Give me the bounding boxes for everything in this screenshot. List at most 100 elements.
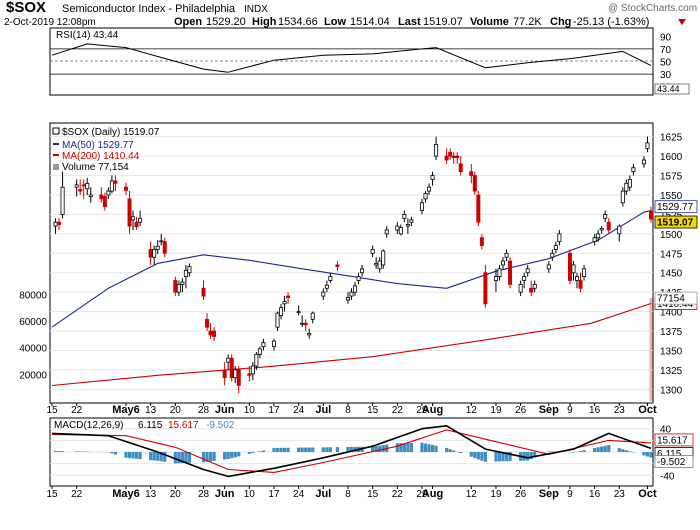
rsi-tick-label: 70 (660, 45, 672, 56)
candle-body (53, 221, 58, 227)
candle-body (448, 151, 453, 157)
candle-body (469, 171, 474, 176)
macd-histogram-bar (628, 451, 632, 452)
candle-body (518, 283, 523, 293)
rsi-tick-label: 90 (660, 32, 672, 43)
x-axis-macd-label: Jun (215, 488, 235, 500)
price-panel: 1625160015751550152515001475145014251400… (19, 122, 698, 404)
candle-body (349, 291, 354, 297)
candle-body (617, 225, 622, 235)
candle-body (99, 194, 104, 200)
price-tick-label: 1300 (660, 385, 683, 396)
macd-histogram-bar (645, 452, 650, 457)
macd-histogram-bar (201, 452, 206, 463)
candle-body (571, 264, 576, 274)
macd-histogram-bar (127, 452, 132, 459)
candle-body (247, 373, 252, 376)
volume-tick-label: 60000 (19, 317, 47, 328)
candle-body (381, 250, 386, 266)
macd-legend: MACD(12,26,9) 6.115 15.617 -9.502 (54, 420, 235, 431)
candle-body (402, 214, 407, 219)
volume-tick-label: 20000 (19, 370, 47, 381)
candle-body (451, 155, 456, 159)
open-value: 1529.20 (206, 16, 246, 28)
x-axis-price-label: Aug (422, 404, 443, 416)
macd-histogram-bar (381, 445, 385, 452)
candle-body (321, 291, 326, 297)
macd-histogram-bar (374, 446, 378, 452)
candle-body (159, 240, 164, 243)
x-axis-price-label: 24 (293, 405, 305, 416)
candle-body (483, 272, 488, 305)
macd-histogram-bar (476, 452, 480, 460)
macd-histogram-bar (649, 452, 653, 458)
x-axis-price-label: May6 (112, 404, 140, 416)
macd-histogram-bar (448, 449, 452, 452)
macd-histogram-bar (226, 452, 230, 459)
volume-label: Volume (470, 16, 509, 28)
candle-body (106, 190, 111, 196)
macd-histogram-bar (131, 452, 135, 459)
macd-histogram-bar (533, 452, 537, 458)
candle-body (624, 182, 629, 192)
ma50-legend: MA(50) 1529.77 (62, 140, 134, 151)
candle-body (419, 202, 424, 211)
macd-histogram-bar (624, 450, 628, 452)
x-axis-price-label: Jun (215, 404, 235, 416)
candle-body (532, 283, 537, 289)
macd-signal-badge (654, 433, 694, 447)
candle-body (176, 283, 181, 293)
macd-histogram-bar (279, 447, 283, 452)
macd-histogram-bar (603, 445, 607, 452)
candle-body (155, 245, 160, 250)
macd-histogram-bar (159, 452, 163, 462)
down-triangle-icon (678, 19, 686, 25)
datetime-label: 2-Oct-2019 12:08pm (4, 17, 96, 28)
macd-histogram-bar (371, 446, 375, 452)
macd-histogram-bar (497, 452, 502, 462)
x-axis-price-label: 12 (466, 405, 478, 416)
macd-histogram-bar (430, 444, 435, 452)
price-tick-label: 1350 (660, 346, 683, 357)
candle-body (233, 369, 238, 379)
macd-histogram-bar (173, 452, 177, 464)
macd-histogram-bar (307, 447, 311, 452)
price-tick-label: 1625 (660, 133, 683, 144)
x-axis-macd-label: 22 (392, 489, 404, 500)
low-value: 1514.04 (350, 16, 390, 28)
price-tick-label: 1325 (660, 366, 683, 377)
volume-bar (649, 298, 653, 401)
macd-histogram-bar (459, 452, 463, 454)
macd-histogram-bar (304, 447, 308, 452)
candle-body (360, 268, 365, 274)
macd-histogram-bar (582, 450, 586, 452)
macd-histogram-bar (297, 447, 301, 452)
x-axis-macd-label: May6 (112, 488, 140, 500)
macd-histogram-bar (251, 452, 255, 454)
x-axis-price-label: 23 (614, 405, 626, 416)
candle-body (102, 196, 107, 208)
macd-line (51, 425, 652, 478)
price-legend-swatch (52, 127, 60, 135)
candle-body (187, 266, 192, 274)
candle-body (148, 248, 153, 258)
x-axis-price-label: Oct (638, 404, 657, 416)
x-axis-macd-label: 8 (345, 489, 351, 500)
last-price-badge-text: 1519.07 (657, 218, 694, 229)
macd-legend-label: MACD(12,26,9) (54, 420, 123, 431)
index-name: Semiconductor Index - Philadelphia (62, 3, 236, 15)
macd-histogram-bar (300, 447, 304, 452)
x-axis-price-label: Sep (539, 404, 559, 416)
candle-body (279, 307, 284, 316)
macd-histogram-bar (526, 452, 530, 461)
x-axis-price-label: 13 (145, 405, 157, 416)
macd-panel: 40200-20-40 MACD(12,26,9) 6.115 15.617 -… (49, 417, 694, 487)
x-axis-macd-label: 9 (567, 489, 573, 500)
candle-body (434, 144, 439, 157)
candle-body (335, 264, 340, 267)
ma50-badge-text: 1529.77 (657, 202, 694, 213)
candle-body (430, 175, 435, 180)
price-tick-label: 1600 (660, 152, 683, 163)
candle-body (212, 330, 217, 337)
candle-body (501, 260, 506, 266)
